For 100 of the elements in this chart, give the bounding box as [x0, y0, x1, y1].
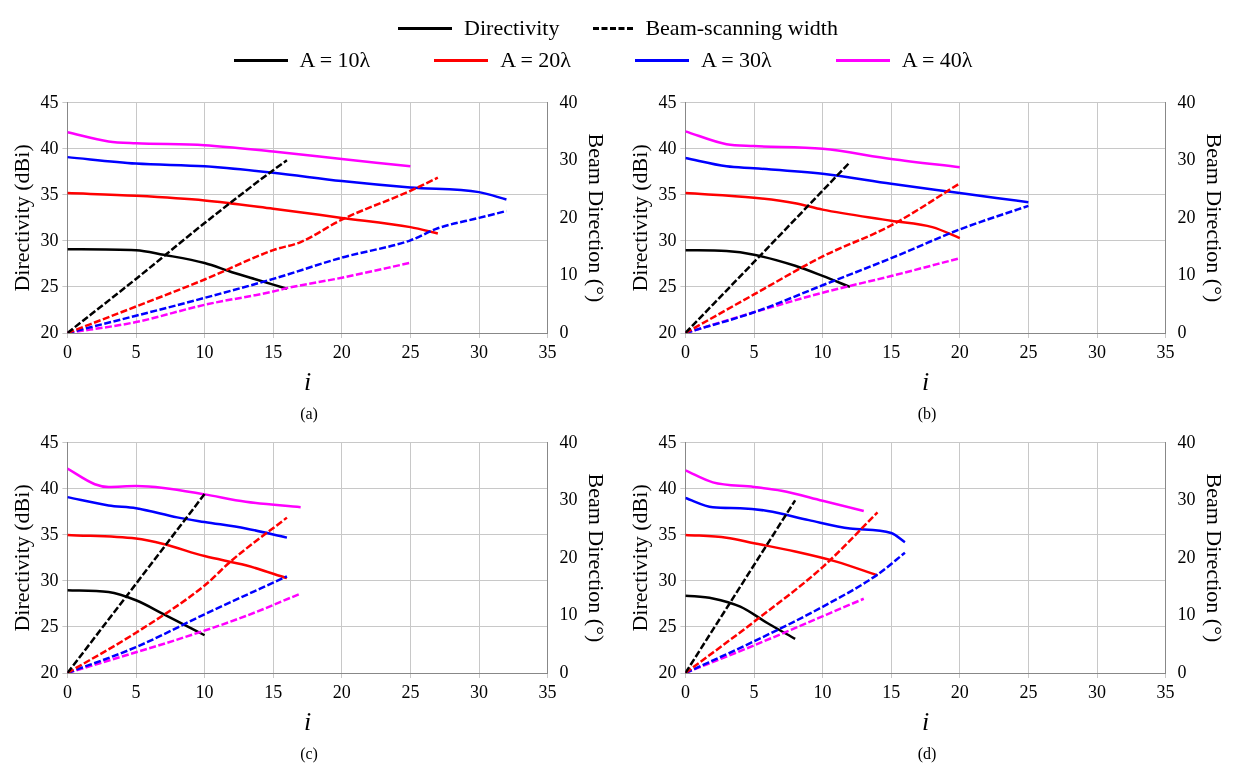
y-tick-label: 45 [40, 431, 59, 452]
y-tick-label: 30 [658, 229, 677, 250]
x-tick-label: 20 [332, 341, 351, 362]
line-series [685, 511, 879, 673]
y-tick-label: 35 [658, 183, 677, 204]
line-series [67, 131, 412, 168]
x-tick-label: 20 [332, 681, 351, 702]
x-tick-label: 10 [813, 681, 832, 702]
x-tick-label: 25 [1019, 341, 1038, 362]
x-tick-label: 10 [813, 341, 832, 362]
y-tick-label: 35 [40, 183, 59, 204]
x-tick-label: 20 [950, 341, 969, 362]
y-tick-label: 20 [40, 321, 59, 342]
x-tick-label: 5 [749, 681, 759, 702]
x-tick-label: 10 [195, 341, 214, 362]
y2-tick-label: 0 [1177, 661, 1187, 682]
y-tick-label: 20 [658, 321, 677, 342]
line-series [685, 496, 907, 544]
line-series [67, 155, 508, 201]
y2-tick-label: 30 [1177, 149, 1196, 170]
x-tick-label: 30 [470, 681, 488, 702]
x-tick-label: 5 [131, 681, 141, 702]
y2-tick-label: 10 [559, 264, 578, 285]
text: (d) [917, 744, 937, 763]
y2-tick-label: 10 [1177, 264, 1196, 285]
x-tick-label: 25 [401, 681, 420, 702]
y-tick-label: 20 [658, 661, 677, 682]
y2-axis-title: Beam Direction (°) [584, 133, 610, 303]
x-tick-label: 15 [882, 681, 901, 702]
y-tick-label: 35 [658, 523, 677, 544]
y-tick-label: 25 [40, 615, 59, 636]
legend-label: A = 40λ [901, 47, 973, 73]
x-tick-label: 15 [264, 681, 283, 702]
text: (a) [300, 404, 318, 423]
y-axis-title: Directivity (dBi) [8, 484, 34, 632]
x-axis-title: i [303, 367, 312, 397]
x-axis-title: i [921, 707, 930, 737]
y2-tick-label: 20 [1177, 546, 1196, 567]
y-axis-title: Directivity (dBi) [626, 484, 652, 632]
x-tick-label: 35 [538, 341, 557, 362]
x-tick-label: 10 [195, 681, 214, 702]
x-axis-title: i [921, 367, 930, 397]
y-axis-title: Directivity (dBi) [626, 144, 652, 292]
x-tick-label: 5 [749, 341, 759, 362]
legend-label: A = 20λ [500, 47, 571, 73]
y-tick-label: 35 [40, 523, 59, 544]
y2-tick-label: 10 [559, 604, 578, 625]
y2-tick-label: 0 [559, 661, 569, 682]
y2-tick-label: 40 [1177, 431, 1196, 452]
x-tick-label: 25 [401, 341, 420, 362]
y2-axis-title: Beam Direction (°) [1202, 133, 1228, 303]
y2-axis-title: Beam Direction (°) [1202, 473, 1228, 643]
y-axis-title: Directivity (dBi) [8, 144, 34, 292]
line-series [67, 516, 289, 673]
x-tick-label: 30 [470, 341, 488, 362]
line-series [685, 551, 907, 673]
y-tick-label: 30 [658, 569, 677, 590]
y2-tick-label: 0 [1177, 321, 1187, 342]
y2-tick-label: 20 [559, 546, 578, 567]
x-tick-label: 0 [62, 681, 72, 702]
line-series [67, 495, 289, 539]
line-series [685, 182, 962, 333]
legend-label: A = 10λ [299, 47, 371, 73]
x-tick-label: 20 [950, 681, 969, 702]
y-tick-label: 30 [40, 569, 59, 590]
y2-axis-title: Beam Direction (°) [584, 473, 610, 643]
y2-tick-label: 40 [1177, 91, 1196, 112]
x-tick-label: 35 [1156, 341, 1175, 362]
y-tick-label: 20 [40, 661, 59, 682]
x-tick-label: 0 [680, 681, 690, 702]
y2-tick-label: 0 [559, 321, 569, 342]
y-tick-label: 45 [40, 91, 59, 112]
y-tick-label: 25 [658, 615, 677, 636]
x-axis-title: i [303, 707, 312, 737]
line-series [685, 156, 1030, 204]
line-series [67, 176, 440, 333]
line-series [685, 130, 962, 169]
x-tick-label: 0 [680, 341, 690, 362]
text: Beam-scanning width [645, 15, 838, 41]
y-tick-label: 30 [40, 229, 59, 250]
y2-tick-label: 30 [1177, 489, 1196, 510]
y-tick-label: 45 [658, 91, 677, 112]
line-series [685, 469, 866, 513]
y-tick-label: 40 [658, 477, 677, 498]
text: Directivity [464, 15, 560, 41]
y-tick-label: 25 [40, 275, 59, 296]
y2-tick-label: 20 [1177, 206, 1196, 227]
x-tick-label: 15 [882, 341, 901, 362]
x-tick-label: 30 [1088, 681, 1106, 702]
x-tick-label: 15 [264, 341, 283, 362]
y2-tick-label: 30 [559, 489, 578, 510]
x-tick-label: 35 [1156, 681, 1175, 702]
line-series [67, 159, 289, 333]
text: (b) [917, 404, 937, 423]
y2-tick-label: 40 [559, 431, 578, 452]
y2-tick-label: 10 [1177, 604, 1196, 625]
legend-label: A = 30λ [701, 47, 772, 73]
y-tick-label: 40 [40, 137, 59, 158]
x-tick-label: 0 [62, 341, 72, 362]
text: (c) [300, 744, 318, 763]
